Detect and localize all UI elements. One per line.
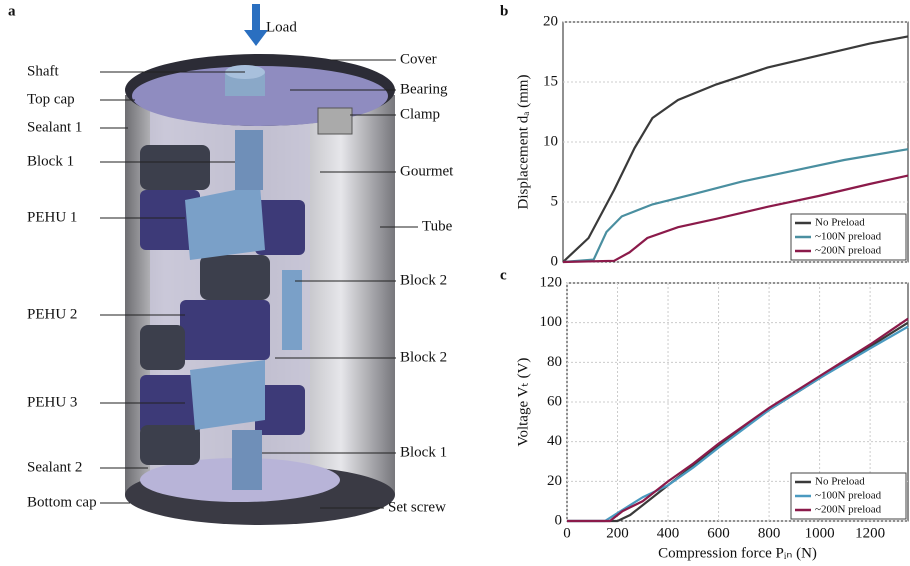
part-label: Cover [400,51,437,67]
block [140,145,210,190]
pehu [255,200,305,255]
x-tick-label: 1000 [805,525,835,541]
x-tick-label: 200 [606,525,629,541]
plate [190,360,265,430]
part-label: PEHU 3 [27,394,77,410]
data-line [562,174,909,264]
part-label: PEHU 1 [27,209,77,225]
legend-label: ~200N preload [815,504,882,516]
y-tick-label: 20 [543,13,558,29]
clamp [317,107,353,135]
legend-label: ~100N preload [815,231,882,243]
y-tick-label: 0 [555,512,563,528]
pehu [255,385,305,435]
x-tick-label: 0 [563,525,571,541]
load-label: Load [266,19,297,35]
y-axis-label: Displacement dₐ (mm) [515,75,531,210]
x-axis-label: Compression force Pᵢₙ (N) [658,545,817,561]
pehu [140,375,200,435]
y-tick-label: 20 [547,473,562,489]
legend-label: No Preload [815,217,865,229]
part-label: PEHU 2 [27,306,77,322]
pehu [140,190,200,250]
y-tick-label: 10 [543,133,558,149]
data-line [567,325,909,523]
legend-label: ~100N preload [815,490,882,502]
data-line [562,148,909,264]
block [140,325,185,370]
part-label: Block 1 [27,153,74,169]
part-label: Shaft [27,63,59,79]
part-label: Sealant 1 [27,119,82,135]
panel-label: a [8,3,16,19]
block-1 [232,430,262,490]
y-tick-label: 5 [551,193,559,209]
data-line [562,35,909,263]
block [200,255,270,300]
device-illustration [125,4,395,525]
part-label: Block 2 [400,272,447,288]
part-label: Block 2 [400,349,447,365]
y-tick-label: 0 [551,253,559,269]
block [140,425,200,465]
x-tick-label: 400 [657,525,680,541]
y-tick-label: 120 [540,274,563,290]
legend-label: No Preload [815,476,865,488]
y-tick-label: 100 [540,314,563,330]
block-1 [235,130,263,190]
part-label: Gourmet [400,163,454,179]
y-tick-label: 40 [547,433,562,449]
data-line [567,317,909,523]
plate [185,185,265,260]
x-tick-label: 800 [758,525,781,541]
y-tick-label: 60 [547,393,562,409]
part-label: Tube [422,218,453,234]
part-label: Bearing [400,81,448,97]
part-label: Sealant 2 [27,459,82,475]
panel-label: c [500,267,507,283]
load-arrow [244,4,268,46]
part-label: Set screw [388,499,446,515]
part-label: Bottom cap [27,494,97,510]
y-axis-label: Voltage Vₜ (V) [515,358,531,447]
x-tick-label: 1200 [855,525,885,541]
y-tick-label: 15 [543,73,558,89]
part-label: Block 1 [400,444,447,460]
y-tick-label: 80 [547,354,562,370]
part-label: Clamp [400,106,440,122]
panel-label: b [500,3,508,19]
legend-label: ~200N preload [815,245,882,257]
pehu [180,300,270,360]
part-label: Top cap [27,91,75,107]
x-tick-label: 600 [707,525,730,541]
block-2 [282,270,302,350]
